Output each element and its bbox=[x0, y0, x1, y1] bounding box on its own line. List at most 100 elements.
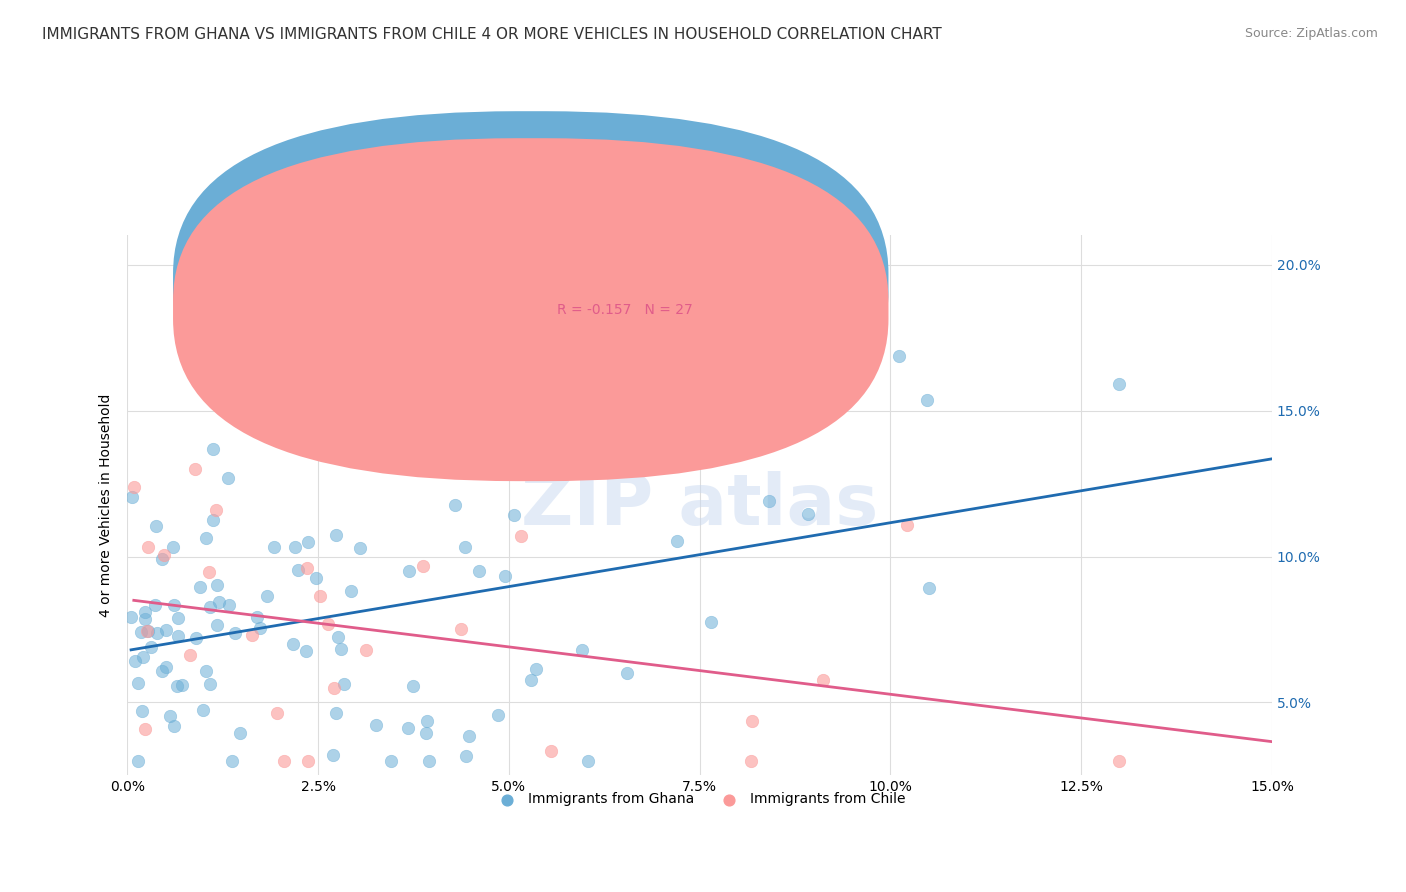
Point bbox=[162, 598, 184, 612]
Point bbox=[918, 581, 941, 595]
Point bbox=[273, 374, 295, 388]
Text: R = -0.157   N = 27: R = -0.157 N = 27 bbox=[557, 303, 692, 317]
Text: Source: ZipAtlas.com: Source: ZipAtlas.com bbox=[1244, 27, 1378, 40]
Point bbox=[797, 507, 820, 521]
Point bbox=[811, 673, 834, 687]
Point bbox=[398, 564, 420, 578]
Point bbox=[295, 644, 318, 658]
Point bbox=[758, 493, 780, 508]
Point bbox=[127, 676, 149, 690]
Point bbox=[197, 566, 219, 580]
Point bbox=[188, 580, 211, 594]
Point bbox=[443, 499, 465, 513]
Point bbox=[631, 353, 654, 368]
Point bbox=[454, 541, 477, 555]
Y-axis label: 4 or more Vehicles in Household: 4 or more Vehicles in Household bbox=[100, 393, 114, 617]
Point bbox=[309, 589, 332, 603]
Point bbox=[415, 714, 437, 728]
Point bbox=[146, 626, 169, 640]
Point bbox=[454, 749, 477, 764]
Point bbox=[325, 706, 347, 720]
Point bbox=[326, 630, 349, 644]
Text: R =  0.276   N = 94: R = 0.276 N = 94 bbox=[557, 276, 692, 290]
Point bbox=[159, 709, 181, 723]
Point bbox=[150, 551, 173, 566]
Point bbox=[354, 643, 377, 657]
Point bbox=[200, 599, 222, 614]
Point bbox=[163, 719, 186, 733]
Point bbox=[155, 623, 177, 637]
Point bbox=[273, 754, 295, 768]
Point bbox=[191, 703, 214, 717]
Point bbox=[915, 392, 938, 407]
Point bbox=[330, 641, 353, 656]
Point bbox=[266, 706, 288, 721]
Point bbox=[520, 673, 543, 687]
Point bbox=[179, 648, 201, 663]
Point bbox=[134, 605, 156, 619]
Point bbox=[139, 640, 162, 655]
Point bbox=[450, 622, 472, 636]
Point bbox=[323, 681, 346, 695]
Point bbox=[240, 628, 263, 642]
Point bbox=[349, 541, 371, 555]
Point bbox=[153, 549, 176, 563]
Point bbox=[616, 665, 638, 680]
Point bbox=[120, 610, 142, 624]
Point bbox=[145, 599, 167, 613]
Point bbox=[121, 491, 143, 505]
Point bbox=[184, 631, 207, 645]
Point bbox=[896, 517, 918, 532]
Point bbox=[201, 442, 224, 456]
Point bbox=[167, 629, 190, 643]
Point bbox=[576, 754, 599, 768]
Legend: Immigrants from Ghana, Immigrants from Chile: Immigrants from Ghana, Immigrants from C… bbox=[488, 787, 911, 812]
Point bbox=[741, 714, 763, 728]
Point bbox=[249, 621, 271, 635]
Point bbox=[806, 392, 828, 406]
Point bbox=[297, 534, 319, 549]
Point bbox=[415, 726, 437, 740]
Point bbox=[246, 609, 269, 624]
Point bbox=[207, 617, 229, 632]
Point bbox=[162, 540, 184, 554]
Point bbox=[339, 583, 361, 598]
Point bbox=[138, 624, 160, 638]
Point bbox=[524, 662, 547, 676]
Point bbox=[256, 589, 278, 603]
Point bbox=[201, 513, 224, 527]
Point bbox=[364, 718, 387, 732]
Point bbox=[129, 625, 152, 640]
Point bbox=[136, 540, 159, 554]
Point bbox=[131, 650, 153, 665]
Point bbox=[700, 615, 723, 629]
Point bbox=[571, 643, 593, 657]
Point bbox=[509, 529, 531, 543]
Point bbox=[322, 747, 344, 762]
Point bbox=[207, 578, 229, 592]
Point bbox=[155, 660, 177, 674]
Point bbox=[305, 571, 328, 585]
Point bbox=[221, 754, 243, 768]
Point bbox=[486, 708, 509, 723]
Point bbox=[134, 611, 156, 625]
Point bbox=[503, 508, 526, 523]
Point bbox=[200, 677, 222, 691]
Point bbox=[208, 595, 231, 609]
Point bbox=[281, 637, 304, 651]
Point bbox=[297, 561, 319, 575]
Point bbox=[740, 754, 762, 768]
Point bbox=[1108, 754, 1130, 768]
Point bbox=[195, 531, 218, 545]
Point bbox=[218, 598, 240, 612]
Point bbox=[1108, 376, 1130, 391]
Point bbox=[127, 754, 149, 768]
Text: IMMIGRANTS FROM GHANA VS IMMIGRANTS FROM CHILE 4 OR MORE VEHICLES IN HOUSEHOLD C: IMMIGRANTS FROM GHANA VS IMMIGRANTS FROM… bbox=[42, 27, 942, 42]
Point bbox=[145, 518, 167, 533]
Point bbox=[263, 540, 285, 554]
FancyBboxPatch shape bbox=[173, 138, 889, 481]
Point bbox=[204, 503, 226, 517]
Point bbox=[396, 721, 419, 735]
Point bbox=[167, 611, 190, 625]
Point bbox=[124, 654, 146, 668]
